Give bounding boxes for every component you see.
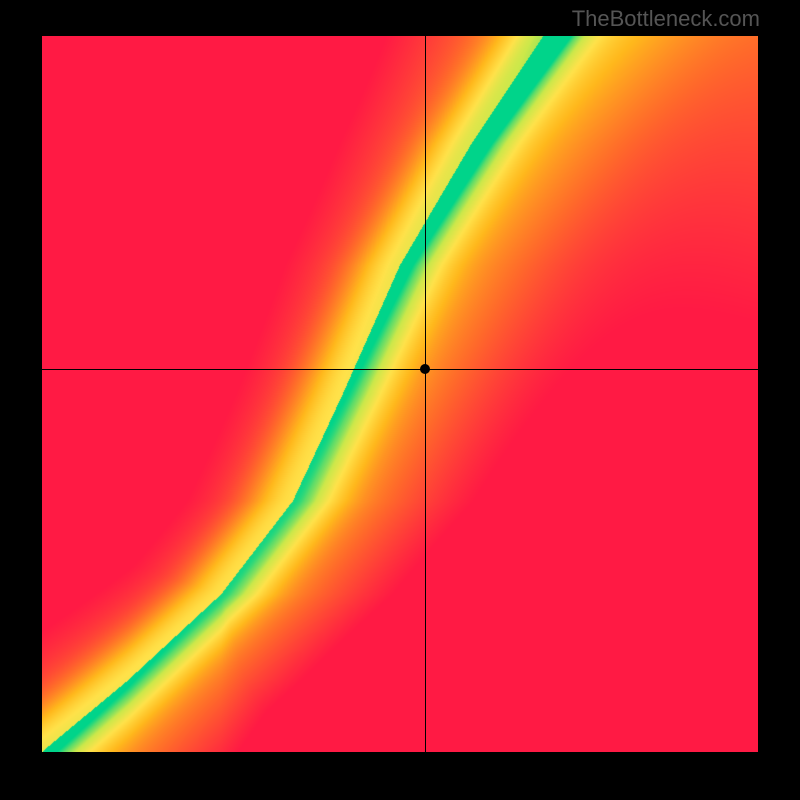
heatmap-frame	[40, 34, 760, 754]
crosshair-vertical	[425, 36, 426, 752]
crosshair-marker	[420, 364, 430, 374]
watermark-text: TheBottleneck.com	[572, 6, 760, 32]
heatmap-canvas	[42, 36, 758, 752]
crosshair-horizontal	[42, 369, 758, 370]
